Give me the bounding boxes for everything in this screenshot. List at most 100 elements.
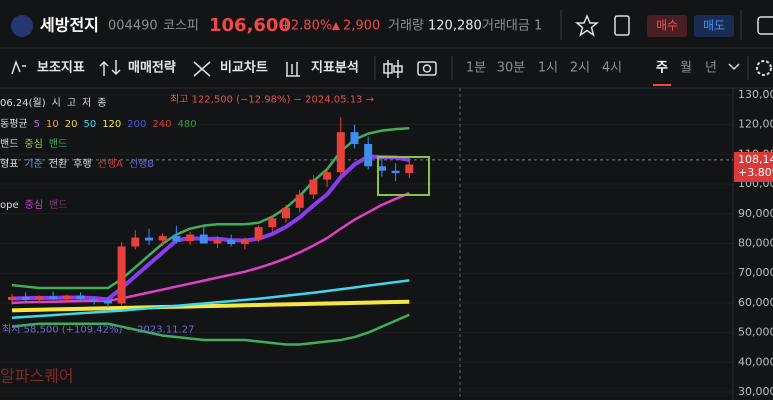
candle-body	[62, 295, 71, 300]
legend-item: 종	[97, 97, 106, 109]
candle-body	[282, 207, 290, 219]
volume-label: 거래량	[388, 19, 424, 34]
indicator-line	[11, 279, 410, 319]
candle-body	[76, 295, 85, 300]
indicator-icon	[11, 59, 26, 75]
candle-body	[268, 218, 277, 228]
indicator-line	[11, 313, 410, 346]
candle-body	[103, 300, 112, 304]
volume: 120,280	[428, 19, 482, 34]
candle-body	[405, 164, 414, 174]
candle-body	[336, 132, 345, 173]
tool-button[interactable]: 지표분석	[311, 61, 359, 76]
candle-body	[172, 236, 181, 242]
stock-code: 004490	[108, 19, 158, 34]
change-pct: +2.80%	[280, 19, 332, 34]
legend-item: 중심	[24, 138, 42, 150]
tool-button[interactable]: 매매전략	[128, 60, 176, 76]
legend-item: 50	[83, 119, 96, 130]
camera-icon[interactable]	[417, 61, 437, 76]
candle-body	[213, 239, 222, 244]
period-button[interactable]: 월	[680, 61, 692, 76]
legend-item: 시	[52, 97, 61, 109]
selection-box	[377, 156, 430, 196]
period-button[interactable]: 2시	[570, 61, 590, 76]
memo-icon[interactable]	[614, 15, 630, 36]
period-button[interactable]: 년	[705, 61, 717, 76]
amount-label: 거래대금 1	[482, 19, 542, 34]
candle-body	[391, 170, 400, 174]
period-button[interactable]: 1시	[538, 61, 558, 76]
camera-lens	[422, 64, 432, 73]
current-change-label: +3.80%	[738, 166, 773, 179]
candle-body	[90, 299, 99, 301]
tool-button[interactable]: 비교차트	[220, 60, 268, 76]
legend-item: 10	[46, 119, 59, 130]
stock-name: 세방전지	[40, 16, 99, 35]
legend-item: 120	[102, 119, 121, 130]
candle-body	[35, 296, 44, 300]
buy-button[interactable]: 매수	[647, 15, 687, 37]
legend-item: 480	[177, 119, 196, 130]
favorite-icon[interactable]	[574, 14, 600, 37]
period-button[interactable]: 4시	[602, 61, 622, 76]
legend-item: 06.24(월)	[0, 97, 46, 109]
legend-item: 중심	[25, 199, 43, 211]
indicator-line	[11, 191, 410, 305]
candle-body	[117, 246, 126, 304]
candle-body	[350, 132, 359, 145]
candle-body	[158, 236, 167, 241]
legend-item: 형표	[0, 158, 18, 170]
legend-item: 후행	[73, 158, 91, 170]
strategy-icon	[99, 60, 121, 76]
watermark: 알파스퀘어	[0, 367, 74, 386]
candle-body	[21, 296, 30, 300]
legend-item: 선행A	[98, 158, 123, 170]
candle-body	[8, 296, 16, 300]
market: 코스피	[163, 19, 199, 34]
candle-body	[227, 239, 236, 245]
tool-button[interactable]: 보조지표	[37, 61, 85, 76]
y-tick-label: 30,000	[738, 385, 773, 398]
legend-item: 밴드	[49, 199, 67, 211]
buy-bg	[647, 15, 687, 37]
candle-body	[186, 234, 195, 242]
legend-item: 기준	[24, 158, 42, 170]
current-price-box	[734, 151, 773, 182]
candle-body	[240, 239, 249, 245]
price: 106,600	[209, 15, 291, 36]
legend-item: 고	[67, 98, 76, 109]
more-icon[interactable]	[728, 63, 740, 71]
change: 2,900	[343, 19, 380, 34]
period-button[interactable]: 주	[656, 61, 668, 76]
sell-bg	[694, 15, 734, 37]
period-button[interactable]: 1분	[466, 61, 486, 76]
period-button[interactable]: 30분	[497, 61, 526, 76]
candle-body	[131, 237, 140, 247]
annotation: 최고 122,500 (−12.98%) − 2024.05.13 →	[170, 93, 374, 105]
legend-item: 5	[34, 119, 40, 130]
y-tick-label: 70,000	[738, 266, 773, 279]
layout-icon[interactable]	[757, 16, 773, 35]
candle-body	[309, 179, 318, 195]
y-tick-label: 60,000	[738, 296, 773, 309]
settings-icon[interactable]	[756, 60, 772, 76]
y-tick-label: 130,000	[738, 88, 773, 101]
logo	[11, 15, 33, 37]
candle-body	[199, 234, 208, 244]
candle-body	[364, 144, 373, 167]
candle-icon[interactable]	[383, 60, 403, 78]
legend-item: 240	[152, 119, 171, 130]
legend-item: 선행B	[129, 158, 154, 170]
sell-button[interactable]: 매도	[694, 15, 734, 37]
legend-item: ope	[0, 200, 19, 211]
legend-item: 밴드	[0, 138, 18, 150]
legend-item: 전환	[49, 158, 67, 170]
y-tick-label: 120,000	[738, 118, 773, 131]
legend-item: 20	[65, 119, 78, 130]
candle-body	[145, 237, 153, 241]
candle-body	[295, 194, 304, 208]
candle-body	[49, 296, 58, 300]
